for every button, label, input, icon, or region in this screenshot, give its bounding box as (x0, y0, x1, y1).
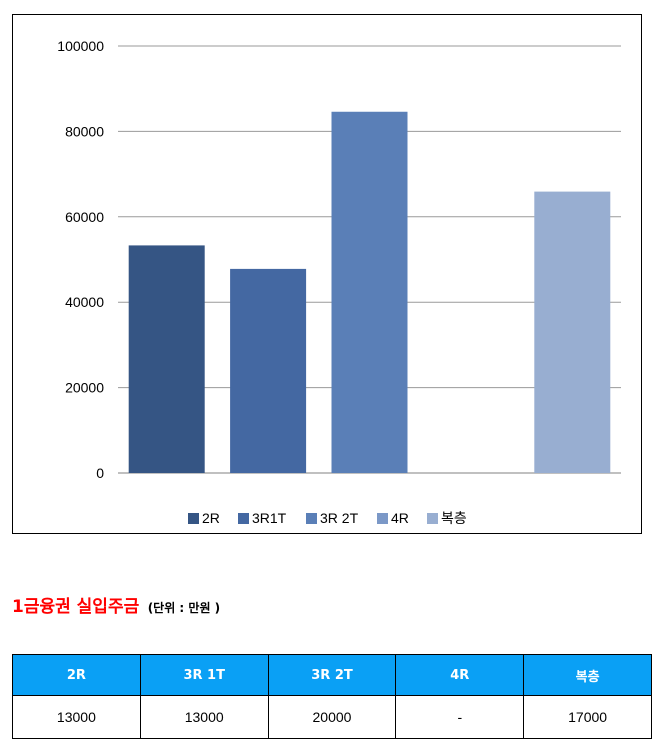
bar (128, 245, 205, 473)
y-tick-label: 20000 (65, 380, 104, 396)
table-header-cell: 3R 2T (267, 654, 397, 696)
table-row: 13000 13000 20000 - 17000 (12, 695, 652, 739)
deposit-table: 2R 3R 1T 3R 2T 4R 복층 13000 13000 20000 -… (12, 654, 652, 739)
table-cell: 17000 (523, 695, 652, 739)
legend-label: 복층 (441, 510, 467, 526)
section-title-text: 1금융권 실입주금 (12, 597, 140, 617)
bar (534, 191, 611, 473)
section-title: 1금융권 실입주금 (단위 : 만원 ) (12, 594, 220, 620)
table-header-cell: 복층 (523, 654, 652, 696)
y-tick-label: 40000 (65, 294, 104, 310)
legend-swatch (238, 513, 249, 524)
legend-label: 2R (202, 510, 220, 526)
table-header-cell: 3R 1T (139, 654, 269, 696)
legend-swatch (427, 513, 438, 524)
table-cell: 13000 (139, 695, 269, 739)
bar (331, 111, 408, 474)
table-header-cell: 2R (12, 654, 141, 696)
legend-swatch (377, 513, 388, 524)
legend-label: 3R1T (252, 510, 287, 526)
legend-label: 4R (391, 510, 409, 526)
table-cell: 20000 (267, 695, 397, 739)
bar-chart: 0 20000 40000 60000 80000 100000 2R 3R1T 3R 2T 4… (57, 38, 621, 526)
y-tick-label: 0 (96, 465, 104, 481)
table-cell: 13000 (12, 695, 141, 739)
bar (230, 268, 307, 473)
table-header-cell: 4R (395, 654, 525, 696)
legend-swatch (188, 513, 199, 524)
legend-label: 3R 2T (320, 510, 359, 526)
table-header-row: 2R 3R 1T 3R 2T 4R 복층 (12, 654, 652, 696)
y-tick-label: 80000 (65, 123, 104, 139)
table-cell: - (395, 695, 525, 739)
chart-container: 0 20000 40000 60000 80000 100000 2R 3R1T 3R 2T 4… (12, 14, 642, 534)
legend-swatch (306, 513, 317, 524)
y-tick-label: 100000 (57, 38, 104, 54)
unit-note: (단위 : 만원 ) (147, 601, 221, 615)
y-tick-label: 60000 (65, 209, 104, 225)
